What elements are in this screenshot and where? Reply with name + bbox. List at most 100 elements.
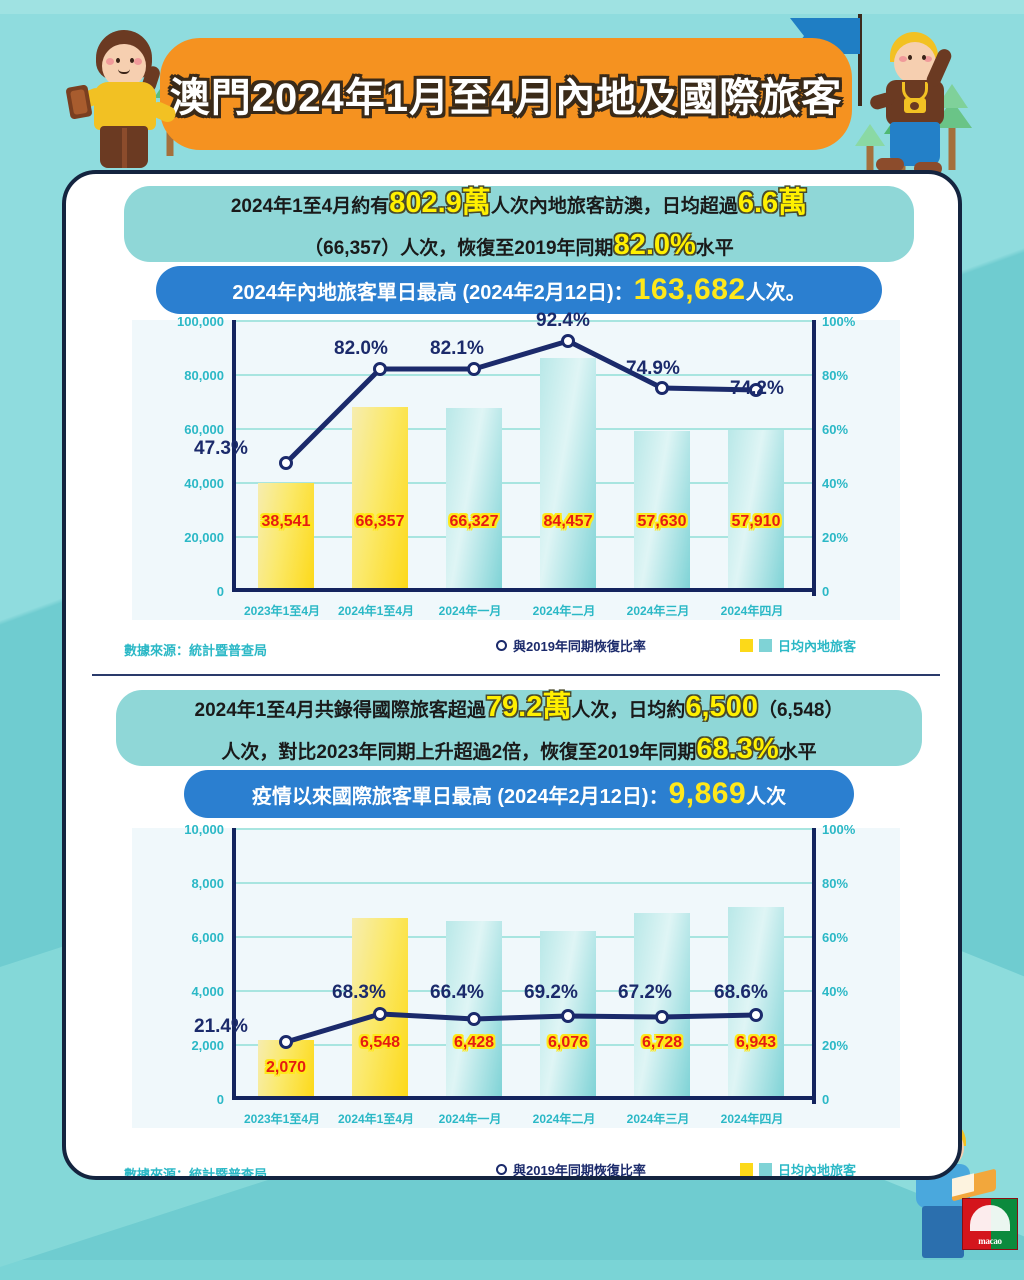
chart1-bar-value-4: 57,630 [637,513,687,530]
section2-headline-pill: 2024年1至4月共錄得國際旅客超過79.2萬人次，日均約6,500（6,548… [116,690,922,766]
s2-l1-a: 2024年1至4月共錄得國際旅客超過 [194,699,486,721]
chart1-ytick-2: 40,000 [184,476,224,491]
chart1-ytick-1: 20,000 [184,530,224,545]
chart2-bar-4 [634,913,690,1096]
chart2-y2tick-3: 60% [822,930,849,945]
chart2-category-2: 2024年一月 [438,1112,502,1126]
chart2-source: 數據來源：統計暨普查局 [124,1167,268,1180]
chart2-bar-2 [446,921,502,1096]
chart1-category-4: 2024年三月 [626,604,690,618]
s2-l1-hl2: 6,500 [685,690,758,723]
chart1-category-2: 2024年一月 [438,604,502,618]
teal-swatch-icon [759,639,772,652]
chart1-pct-0: 47.3% [194,438,248,459]
chart1-legend-line-label: 與2019年同期恢復比率 [513,639,646,654]
s2-banner-b: 人次 [746,785,787,808]
chart2-legend-line-label: 與2019年同期恢復比率 [513,1163,646,1178]
chart1-ytick-4: 80,000 [184,368,224,383]
chart1-bar-1 [352,407,408,588]
content-card: 2024年1至4月約有802.9萬人次內地旅客訪澳，日均超過6.6萬 （66,3… [62,170,962,1180]
s1-l2-b: 水平 [695,238,734,259]
lotus-icon [970,1205,1010,1231]
chart1-y2tick-5: 100% [822,314,856,329]
s2-l2-a: 人次，對比2023年同期上升超過2倍，恢復至2019年同期 [221,742,697,763]
chart1-ytick-5: 100,000 [177,314,224,329]
chart1-recovery-line [279,334,763,470]
chart2-pct-2: 66.4% [430,982,484,1003]
chart1-source: 數據來源：統計暨普查局 [124,643,268,658]
chart2-category-4: 2024年三月 [626,1112,690,1126]
chart1-gridline [236,320,812,322]
chart2-category-0: 2023年1至4月 [243,1112,321,1126]
chart1-legend-line: 與2019年同期恢復比率 [496,636,646,655]
s2-l2-b: 水平 [778,742,817,763]
chart1-bar-value-0: 38,541 [261,513,311,530]
s1-l1-b: 人次內地旅客訪澳，日均超過 [490,195,738,217]
line-marker-icon [496,640,507,651]
chart1: 100,000 80,000 60,000 40,000 20,000 0 10… [132,310,900,620]
chart2-pct-3: 69.2% [524,982,578,1003]
chart1-bar-0 [258,483,314,588]
chart2-legend-line: 與2019年同期恢復比率 [496,1160,646,1178]
chart1-y2tick-3: 60% [822,422,849,437]
chart1-category-3: 2024年二月 [532,604,596,618]
chart1-ytick-3: 60,000 [184,422,224,437]
tree-decoration [852,104,888,170]
chart2-pct-0: 21.4% [194,1016,248,1037]
chart2-bar-value-0: 2,070 [265,1059,307,1076]
chart1-bar-4 [634,431,690,588]
s1-l2-a: （66,357）人次，恢復至2019年同期 [304,238,614,259]
chart1-y2tick-1: 20% [822,530,849,545]
chart1-bar-2 [446,408,502,588]
chart2-gridline [236,882,812,884]
s1-banner-b: 人次。 [745,281,806,304]
chart2-bar-0 [258,1040,314,1096]
chart2-gridline [236,936,812,938]
chart1-legend-bar-label: 日均內地旅客 [778,639,857,654]
background-top-strip [0,0,1024,14]
chart2-category-5: 2024年四月 [720,1112,784,1126]
chart1-ytick-0: 0 [216,584,224,599]
chart2-ytick-1: 2,000 [191,1038,224,1053]
chart1-right-axis [812,320,816,596]
chart2-pct-5: 68.6% [714,982,768,1003]
chart2-bar-value-2: 6,428 [453,1034,495,1051]
chart2-y2tick-0: 0 [822,1092,830,1107]
s1-banner-a: 2024年內地旅客單日最高 (2024年2月12日)： [232,281,634,304]
chart2-bar-value-3: 6,076 [547,1034,589,1051]
line-marker-icon [496,1164,507,1175]
chart2-category-1: 2024年1至4月 [337,1112,415,1126]
chart2-ytick-4: 8,000 [191,876,224,891]
chart1-plot-area: 38,541 66,357 66,327 84,457 57,630 57,91… [194,310,812,592]
page-title: 澳門2024年1月至4月內地及國際旅客 [169,76,843,120]
page-title-banner: 澳門2024年1月至4月內地及國際旅客 [160,38,852,150]
flag-pole [858,14,862,106]
s2-banner-a: 疫情以來國際旅客單日最高 (2024年2月12日)： [251,785,669,808]
section1-headline-line2: （66,357）人次，恢復至2019年同期82.0%水平 [304,224,734,266]
chart2-category-3: 2024年二月 [532,1112,596,1126]
macao-logo: macao [962,1198,1018,1250]
s2-l1-c: （6,548） [757,699,844,721]
chart2-ytick-5: 10,000 [184,822,224,837]
chart1-category-0: 2023年1至4月 [243,604,321,618]
chart2-gridline [236,828,812,830]
chart2-bar-5 [728,907,784,1096]
chart1-pct-3: 92.4% [536,310,590,331]
section2-peak-banner: 疫情以來國際旅客單日最高 (2024年2月12日)： 9,869 人次 [184,770,854,818]
chart2: 10,000 8,000 6,000 4,000 2,000 0 100% 80… [132,822,900,1128]
chart2-ytick-3: 6,000 [191,930,224,945]
chart1-pct-2: 82.1% [430,338,484,359]
chart2-recovery-line [279,1007,763,1049]
chart1-pct-5: 74.2% [730,378,784,399]
s1-l1-a: 2024年1至4月約有 [230,195,390,217]
chart1-bar-3 [540,358,596,588]
section1-headline-pill: 2024年1至4月約有802.9萬人次內地旅客訪澳，日均超過6.6萬 （66,3… [124,186,914,262]
chart2-gridline [236,1044,812,1046]
macao-wordmark: macao [978,1236,1002,1246]
chart2-pct-4: 67.2% [618,982,672,1003]
chart1-legend-bar: 日均內地旅客 [740,636,856,655]
s1-l1-hl1: 802.9萬 [389,186,491,219]
yellow-swatch-icon [740,639,753,652]
section-divider [92,674,940,676]
chart1-y2tick-0: 0 [822,584,830,599]
